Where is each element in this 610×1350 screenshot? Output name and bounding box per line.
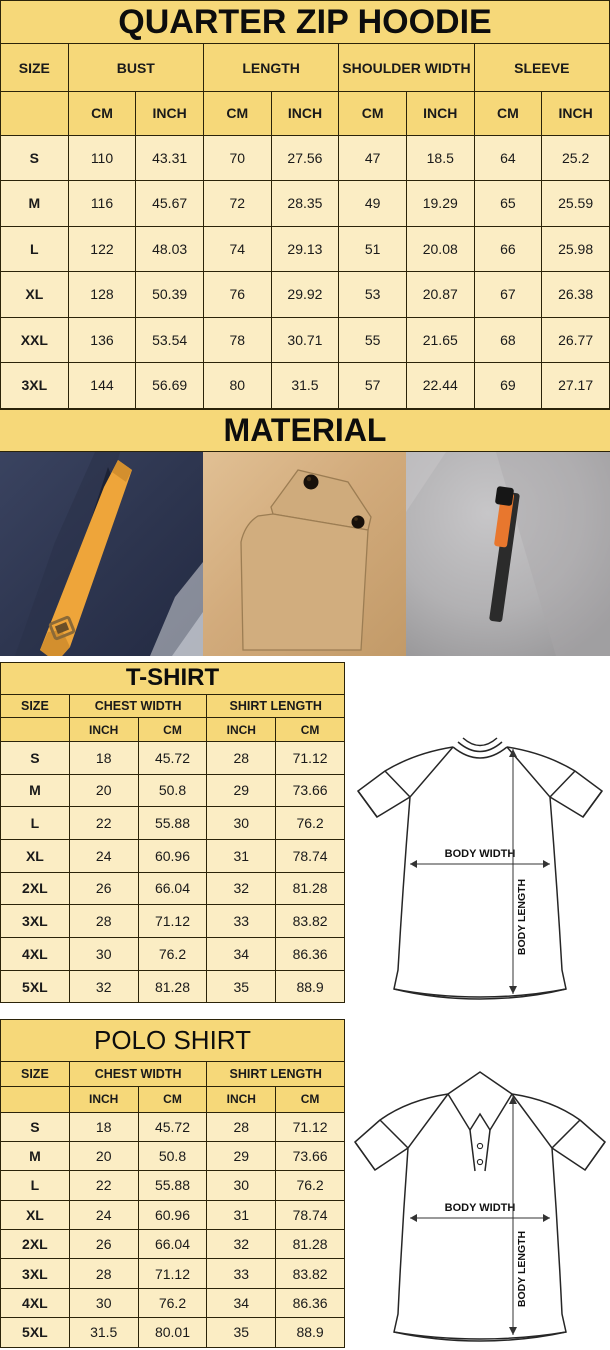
svg-text:BODY LENGTH: BODY LENGTH bbox=[516, 1230, 528, 1306]
svg-text:BODY LENGTH: BODY LENGTH bbox=[516, 878, 528, 954]
svg-text:BODY WIDTH: BODY WIDTH bbox=[445, 848, 516, 860]
svg-text:BODY WIDTH: BODY WIDTH bbox=[445, 1202, 516, 1214]
